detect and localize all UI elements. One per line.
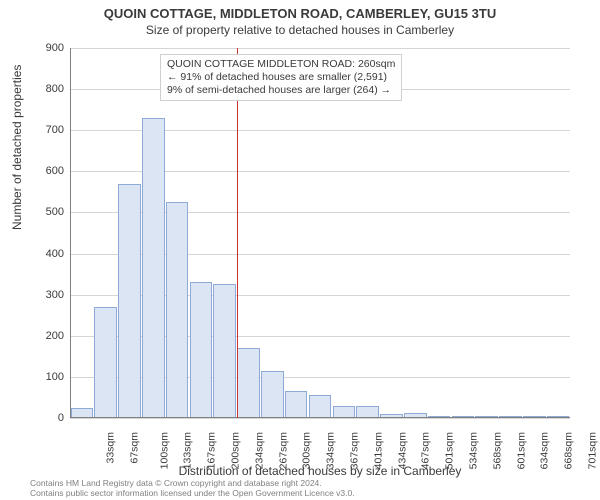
histogram-bar <box>309 395 332 418</box>
y-axis-line <box>70 48 71 418</box>
annotation-line: QUOIN COTTAGE MIDDLETON ROAD: 260sqm <box>167 58 395 71</box>
ytick-label: 700 <box>24 124 64 136</box>
histogram-bar <box>94 307 117 418</box>
ytick-label: 900 <box>24 42 64 54</box>
histogram-bar <box>285 391 308 418</box>
annotation-line: 9% of semi-detached houses are larger (2… <box>167 84 395 97</box>
ytick-label: 400 <box>24 248 64 260</box>
chart-subtitle: Size of property relative to detached ho… <box>0 21 600 37</box>
x-axis-line <box>70 417 570 418</box>
chart-container: QUOIN COTTAGE, MIDDLETON ROAD, CAMBERLEY… <box>0 0 600 500</box>
gridline <box>70 48 570 49</box>
xtick-label: 67sqm <box>128 432 140 464</box>
histogram-bar <box>237 348 260 418</box>
annotation-line: ← 91% of detached houses are smaller (2,… <box>167 71 395 84</box>
x-axis-label: Distribution of detached houses by size … <box>70 464 570 478</box>
ytick-label: 200 <box>24 330 64 342</box>
histogram-bar <box>261 371 284 418</box>
histogram-bar <box>142 118 165 418</box>
ytick-label: 800 <box>24 83 64 95</box>
ytick-label: 100 <box>24 371 64 383</box>
ytick-label: 0 <box>24 412 64 424</box>
footer-text: Contains HM Land Registry data © Crown c… <box>30 479 355 498</box>
annotation-box: QUOIN COTTAGE MIDDLETON ROAD: 260sqm← 91… <box>160 54 402 101</box>
ytick-label: 300 <box>24 289 64 301</box>
histogram-bar <box>190 282 213 418</box>
xtick-label: 33sqm <box>104 432 116 464</box>
histogram-bar <box>118 184 141 418</box>
footer-line-2: Contains public sector information licen… <box>30 489 355 498</box>
plot-area: 010020030040050060070080090033sqm67sqm10… <box>70 48 570 418</box>
ytick-label: 600 <box>24 165 64 177</box>
marker-line <box>237 48 238 418</box>
xtick-label: 701sqm <box>586 432 598 469</box>
histogram-bar <box>213 284 236 418</box>
y-axis-label: Number of detached properties <box>10 65 24 230</box>
chart-title: QUOIN COTTAGE, MIDDLETON ROAD, CAMBERLEY… <box>0 0 600 21</box>
histogram-bar <box>166 202 189 418</box>
gridline <box>70 418 570 419</box>
ytick-label: 500 <box>24 206 64 218</box>
